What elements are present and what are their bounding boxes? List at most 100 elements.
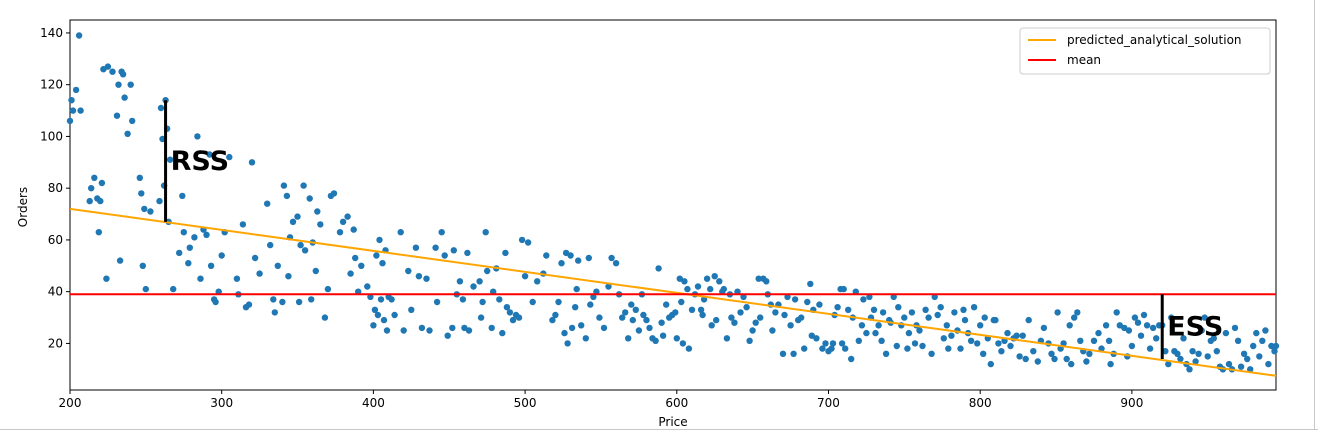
data-point [561,329,568,337]
data-point [388,296,395,303]
y-tick-label: 120 [40,78,63,92]
legend: predicted_analytical_solution mean [1019,27,1271,75]
data-point [138,190,145,197]
data-point [845,306,852,313]
data-point [829,340,837,347]
data-point [716,278,723,285]
data-point [1060,340,1067,347]
data-point [1247,366,1254,373]
data-point [482,229,489,236]
data-point [723,335,731,342]
data-point [1004,329,1011,337]
data-point [1180,335,1187,342]
data-point [1105,337,1113,344]
data-point [515,314,523,321]
data-point [274,262,281,269]
data-point [529,298,536,306]
data-point [1195,350,1202,357]
data-point [156,197,163,205]
data-point [432,244,439,251]
data-point [720,285,727,293]
data-point [308,296,315,303]
data-point [438,229,445,236]
data-point [948,332,955,339]
data-point [157,104,165,112]
data-point [882,350,890,357]
data-point [608,254,615,262]
data-point [619,314,626,321]
data-point [1090,337,1098,344]
data-point [444,332,451,339]
data-point [1259,337,1266,344]
data-point [239,221,247,228]
data-point [109,68,116,75]
data-point [957,345,964,352]
data-point [295,298,303,306]
data-point [524,239,532,246]
data-point [640,311,647,319]
data-point [364,283,371,290]
data-point [1213,348,1221,355]
data-point [418,324,426,332]
data-point [1149,324,1157,332]
data-point [622,309,629,316]
data-point [596,314,603,321]
data-point [564,340,571,347]
data-point [449,324,456,332]
data-point [1051,355,1058,363]
data-point [506,309,514,316]
data-point [91,174,98,181]
data-point [267,241,274,249]
data-point [635,327,643,334]
data-point [568,324,576,332]
data-point [186,244,193,251]
data-point [1165,360,1172,368]
data-point [1019,332,1026,339]
data-point [379,260,386,267]
data-point [791,296,799,303]
data-point [552,311,559,319]
data-point [842,345,849,352]
data-point [371,306,379,313]
data-point [858,322,866,329]
data-point [314,208,321,215]
data-point [180,229,187,236]
data-point [980,350,987,357]
data-point [264,200,271,207]
data-point [1140,311,1148,319]
data-point [992,316,999,324]
data-point [75,32,83,39]
data-point [479,298,486,306]
y-tick-label: 20 [48,336,63,350]
data-point [534,278,541,285]
data-point [321,314,329,321]
data-point [116,257,124,264]
data-point [905,329,913,337]
data-point [652,337,659,344]
data-point [731,319,738,326]
data-point [928,350,935,357]
data-point [945,345,952,352]
data-point [1177,355,1184,363]
data-point [245,301,253,308]
data-point [875,322,882,329]
data-point [121,94,128,101]
legend-box [1019,27,1271,75]
data-point [1054,309,1061,316]
data-point [1186,366,1193,373]
data-point [465,327,473,334]
data-point [503,304,511,311]
data-point [194,133,201,140]
data-point [757,314,764,321]
data-point [484,267,491,275]
data-point [828,345,835,352]
data-point [879,309,887,316]
data-point [344,213,351,220]
data-point [450,247,457,254]
data-point [256,270,263,277]
y-tick-label: 140 [40,26,63,40]
data-point [816,301,823,308]
data-point [1086,350,1093,357]
data-point [68,97,75,104]
data-point [678,298,685,306]
